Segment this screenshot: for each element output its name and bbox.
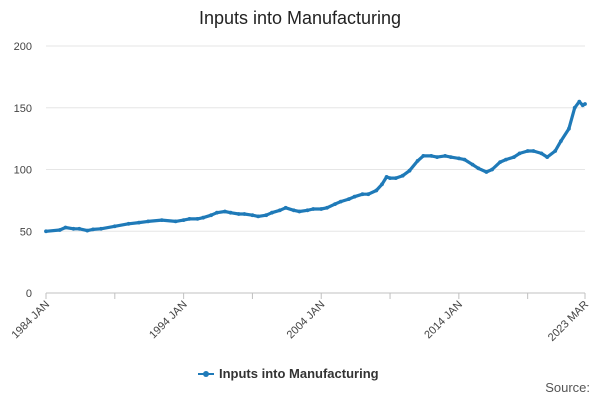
y-tick-label: 50	[20, 226, 32, 238]
data-point	[490, 167, 494, 172]
series-layer	[44, 99, 587, 234]
data-point	[435, 155, 439, 160]
data-point	[126, 221, 131, 226]
x-tick-label: 2023 MAR	[546, 299, 591, 344]
data-point	[470, 162, 475, 167]
y-tick-label: 150	[14, 103, 32, 115]
data-point	[57, 228, 62, 232]
data-point	[352, 194, 357, 199]
x-tick-label: 1994 JAN	[147, 299, 190, 342]
data-point	[215, 210, 219, 215]
data-point	[250, 213, 255, 218]
data-point	[236, 212, 241, 216]
y-tick-label: 100	[14, 165, 32, 177]
data-point	[333, 202, 337, 207]
data-point	[283, 205, 288, 210]
legend-marker	[203, 371, 209, 377]
data-point	[545, 155, 550, 160]
chart-title: Inputs into Manufacturing	[198, 8, 402, 28]
data-point	[429, 154, 434, 158]
data-point	[242, 212, 247, 216]
data-point	[400, 173, 405, 178]
data-point	[91, 227, 95, 232]
data-point	[462, 157, 467, 162]
data-point	[137, 220, 141, 225]
gridlines	[46, 45, 585, 232]
data-point	[319, 207, 324, 211]
data-point	[346, 197, 351, 202]
series-line	[44, 100, 587, 233]
data-point	[448, 155, 453, 160]
data-point	[278, 208, 282, 213]
data-point	[338, 199, 343, 204]
data-point	[517, 151, 522, 156]
data-point	[85, 228, 90, 233]
data-point	[297, 209, 302, 214]
data-point	[476, 166, 481, 171]
data-point	[71, 226, 76, 231]
data-point	[173, 219, 178, 224]
data-point	[181, 218, 186, 223]
x-tick-label: 1984 JAN	[9, 299, 52, 342]
data-point	[360, 192, 365, 197]
data-point	[421, 154, 426, 158]
data-point	[112, 224, 117, 229]
data-point	[393, 176, 398, 181]
data-point	[512, 155, 516, 160]
data-point	[201, 215, 206, 220]
data-point	[583, 102, 587, 106]
data-point	[380, 182, 384, 187]
data-point	[44, 229, 48, 234]
data-point	[498, 160, 502, 165]
legend-label[interactable]: Inputs into Manufacturing	[219, 366, 379, 381]
data-point	[264, 213, 269, 218]
data-point	[388, 176, 392, 181]
data-point	[559, 139, 563, 144]
data-point	[539, 151, 544, 156]
data-point	[77, 226, 82, 231]
data-point	[384, 175, 389, 179]
data-point	[366, 192, 371, 197]
source-label: Source:	[545, 380, 590, 395]
data-point	[525, 149, 530, 153]
data-point	[415, 159, 420, 163]
data-point	[325, 205, 329, 210]
data-point	[159, 218, 164, 223]
legend[interactable]: Inputs into Manufacturing	[198, 366, 379, 381]
data-point	[553, 149, 558, 153]
data-point	[407, 168, 412, 173]
data-point	[223, 209, 227, 214]
data-point	[531, 149, 536, 153]
data-point	[291, 208, 296, 213]
data-point	[187, 217, 192, 221]
data-point	[63, 225, 68, 230]
y-tick-label: 0	[26, 288, 32, 300]
data-point	[443, 154, 447, 158]
axes: 0 50 100 150 200 1984 JAN 1994 JAN 2004 JAN 2014…	[9, 41, 591, 344]
x-tick-label: 2014 JAN	[422, 299, 465, 342]
data-point	[146, 219, 151, 224]
data-point	[572, 105, 577, 110]
data-point	[195, 217, 200, 221]
x-tick-label: 2004 JAN	[285, 299, 328, 342]
data-point	[374, 188, 379, 193]
data-point	[99, 226, 103, 231]
data-point	[504, 157, 508, 162]
data-point	[209, 213, 214, 218]
data-point	[270, 210, 274, 215]
y-tick-label: 200	[14, 41, 32, 53]
data-point	[311, 207, 316, 211]
data-point	[484, 170, 489, 174]
data-point	[577, 99, 582, 104]
data-point	[567, 126, 571, 131]
data-point	[256, 214, 261, 219]
data-point	[305, 208, 310, 213]
data-point	[228, 210, 233, 215]
data-point	[457, 156, 461, 161]
